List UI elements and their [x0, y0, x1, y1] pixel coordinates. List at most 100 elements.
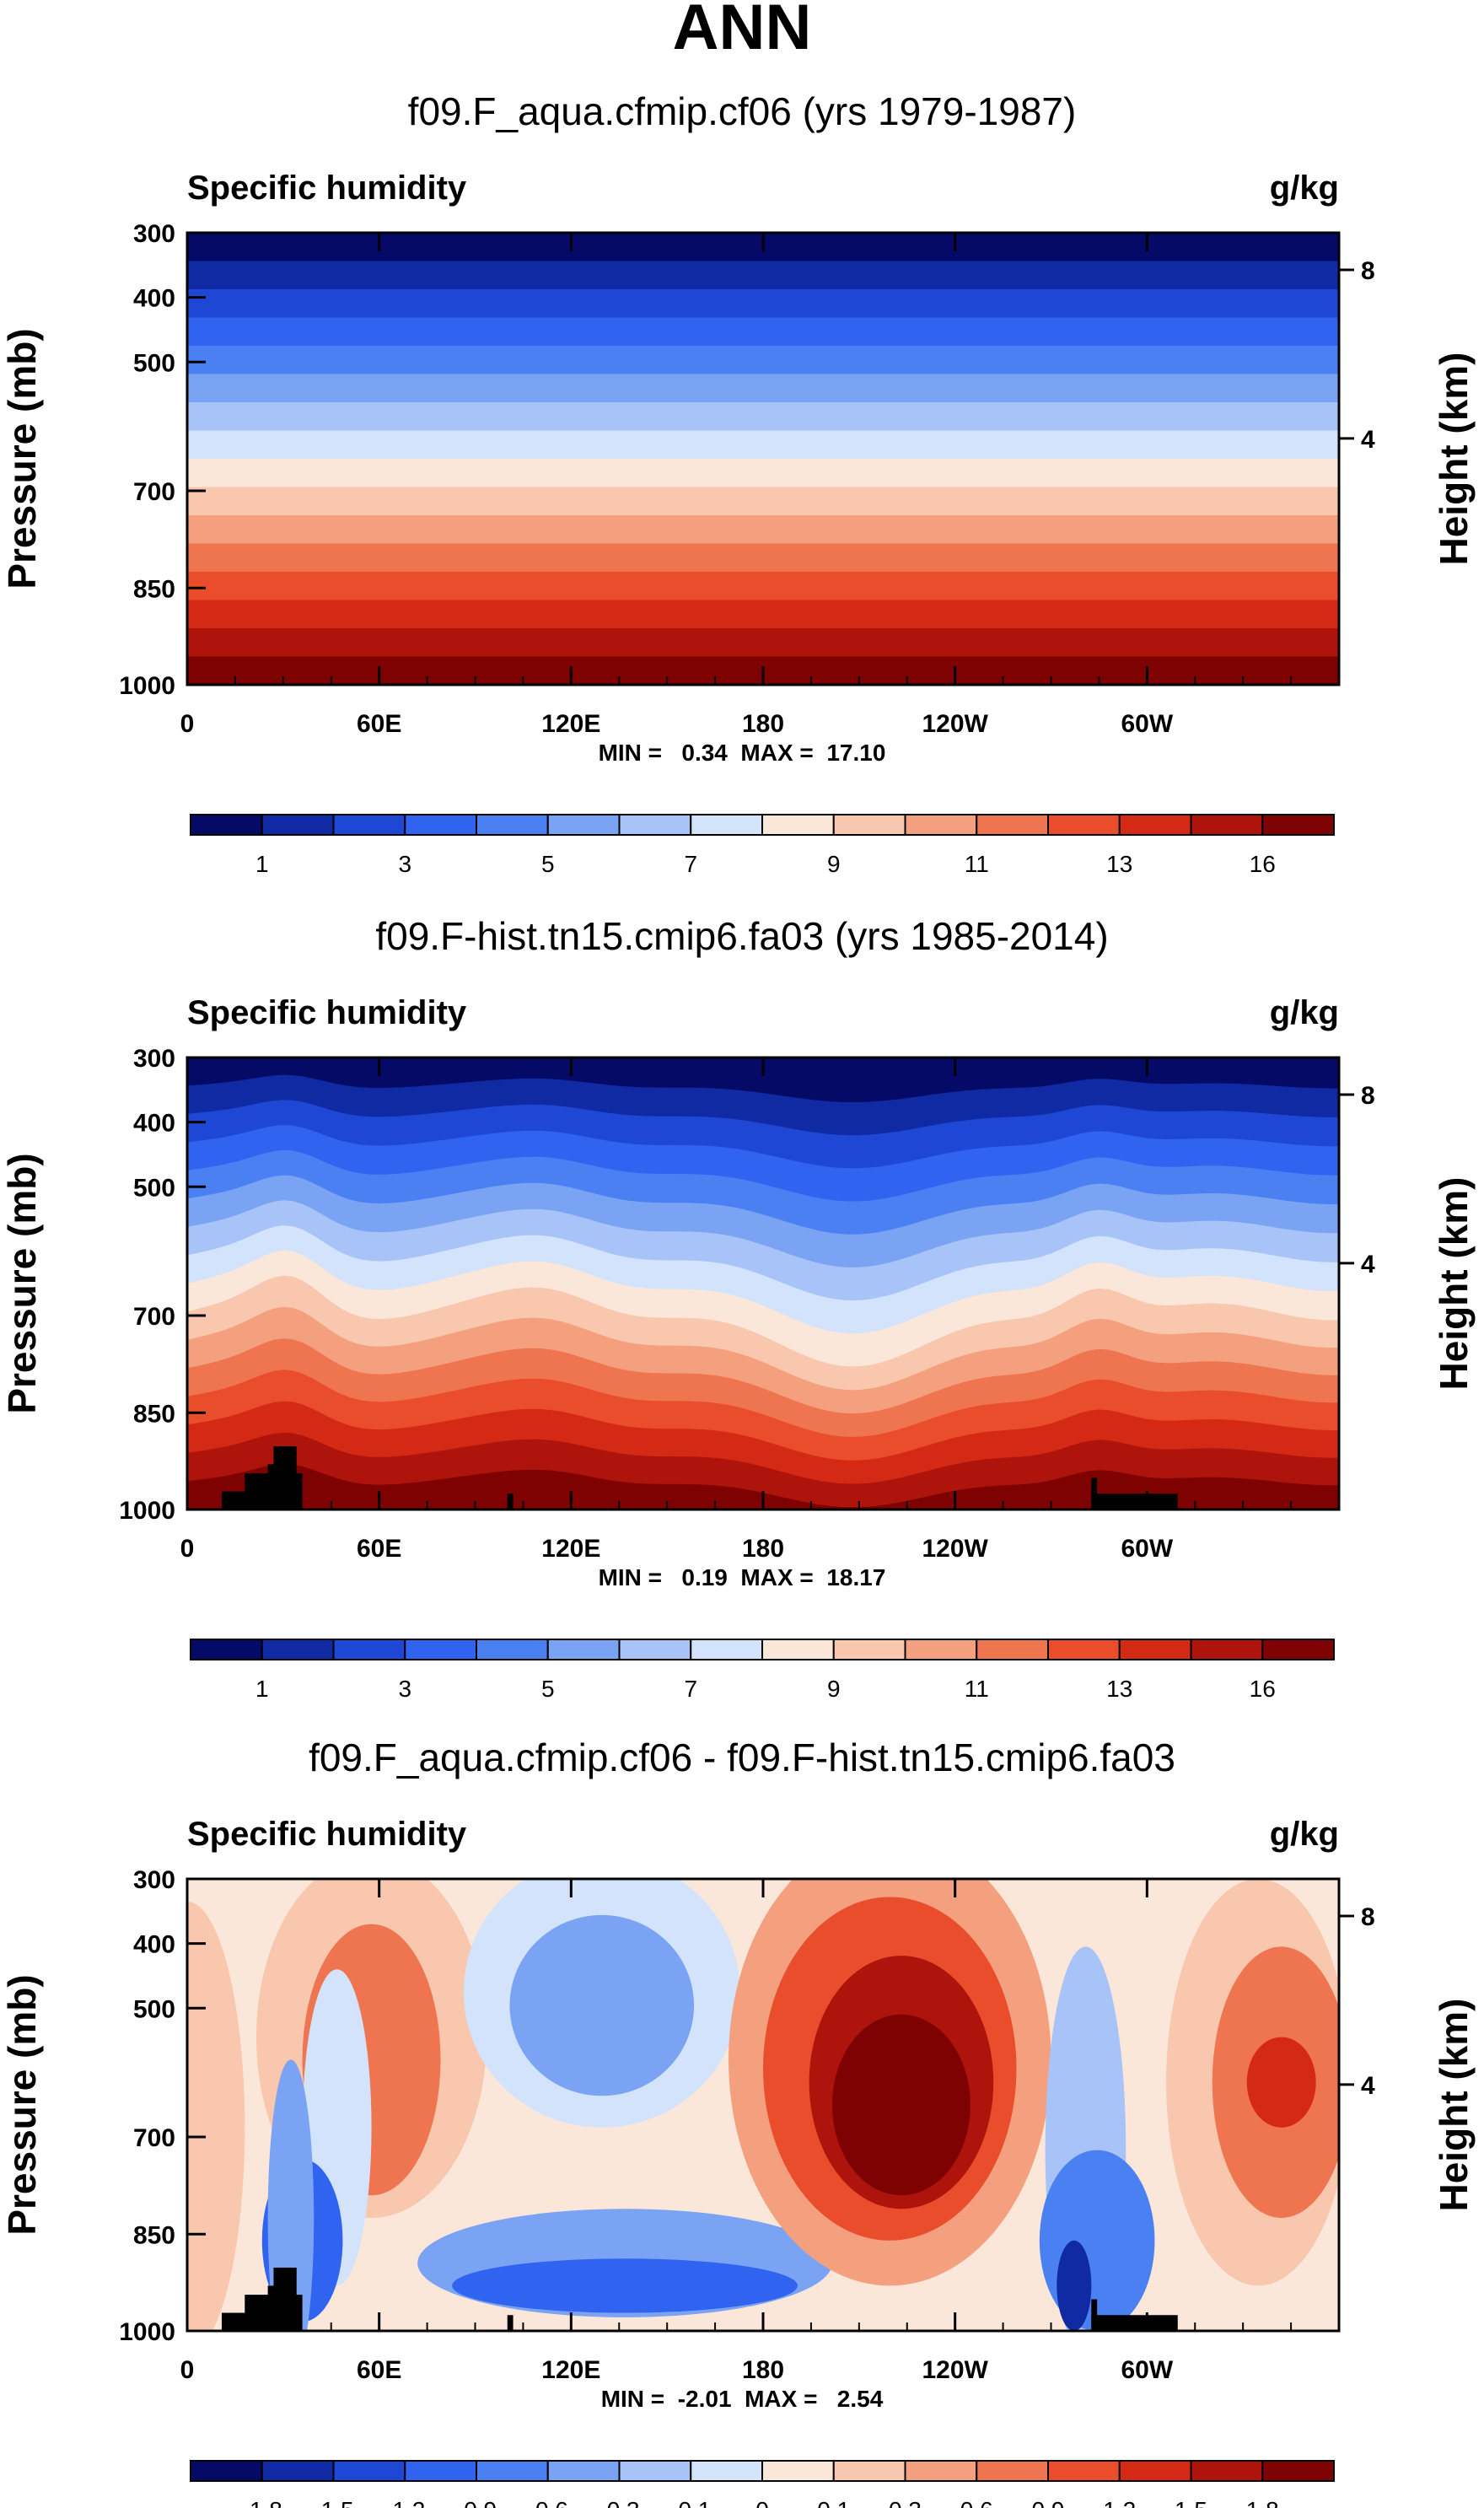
colorbar-swatch	[690, 814, 763, 836]
x-tick-label: 60W	[1121, 710, 1173, 738]
colorbar-swatch	[1047, 1639, 1121, 1660]
panel-title: f09.F-hist.tn15.cmip6.fa03 (yrs 1985-201…	[375, 914, 1108, 958]
topography	[1091, 2299, 1098, 2331]
x-tick-label: 120W	[922, 710, 988, 738]
colorbar-swatch	[761, 2460, 835, 2482]
y2-axis-label: Height (km)	[1432, 1999, 1476, 2212]
colorbar-swatch	[476, 814, 549, 836]
panel-title: f09.F_aqua.cfmip.cf06 (yrs 1979-1987)	[408, 89, 1077, 133]
contour-field	[187, 233, 1339, 685]
y2-tick-label: 4	[1361, 426, 1375, 454]
y-tick-label: 850	[133, 2221, 175, 2249]
colorbar-label: 5	[541, 1676, 555, 1702]
colorbar-swatch	[832, 2460, 906, 2482]
contour-band	[187, 459, 1339, 488]
colorbar-label: -0.1	[670, 2497, 711, 2508]
y-axis-label: Pressure (mb)	[0, 328, 44, 589]
x-tick-label: 120E	[541, 1535, 600, 1563]
colorbar: 1 3 5 7 9 11 13 16	[190, 814, 1335, 877]
variable-label: Specific humidity	[187, 994, 467, 1031]
contour-region	[1246, 2037, 1316, 2128]
colorbar-label: 13	[1106, 1676, 1132, 1702]
x-tick-label: 120W	[922, 2356, 988, 2384]
y-axis-label: Pressure (mb)	[0, 1153, 44, 1413]
x-tick-label: 0	[180, 1535, 195, 1563]
colorbar-swatch	[1190, 814, 1264, 836]
colorbar-swatch	[832, 1639, 906, 1660]
contour-field	[187, 1058, 1339, 1510]
colorbar-swatch	[1118, 2460, 1192, 2482]
colorbar-swatch	[190, 814, 263, 836]
min-max-stats: MIN = -2.01 MAX = 2.54	[601, 2386, 884, 2412]
colorbar-label: -1.2	[384, 2497, 425, 2508]
colorbar-label: 1	[255, 1676, 269, 1702]
x-tick-label: 60E	[357, 1535, 401, 1563]
colorbar-swatch	[976, 1639, 1049, 1660]
colorbar-swatch	[261, 814, 335, 836]
colorbar-swatch	[690, 1639, 763, 1660]
contour-field	[187, 1879, 1339, 2331]
y-tick-label: 400	[133, 1931, 175, 1959]
colorbar-label: -1.8	[242, 2497, 282, 2508]
units-label: g/kg	[1270, 994, 1339, 1031]
colorbar-swatch	[976, 2460, 1049, 2482]
colorbar-label: 0.3	[889, 2497, 922, 2508]
units-label: g/kg	[1270, 170, 1339, 207]
colorbar-swatch	[332, 814, 406, 836]
colorbar-swatch	[761, 1639, 835, 1660]
colorbar-label: 16	[1250, 1676, 1276, 1702]
y-tick-label: 1000	[119, 2318, 175, 2346]
colorbar-label: 1.8	[1246, 2497, 1279, 2508]
contour-band	[187, 430, 1339, 460]
y2-tick-label: 4	[1361, 2072, 1375, 2100]
y-tick-label: 850	[133, 575, 175, 603]
y2-axis-label: Height (km)	[1432, 353, 1476, 566]
topography	[273, 1445, 297, 1510]
contour-region	[267, 2059, 315, 2331]
colorbar-label: 1.5	[1175, 2497, 1207, 2508]
contour-band	[187, 600, 1339, 629]
y-tick-label: 400	[133, 285, 175, 313]
colorbar-label: 3	[398, 1676, 411, 1702]
colorbar-label: 9	[827, 851, 841, 877]
colorbar-swatch	[546, 814, 621, 836]
colorbar-swatch	[261, 1639, 335, 1660]
topography	[1091, 2315, 1178, 2331]
x-tick-label: 120E	[541, 710, 600, 738]
contour-band	[187, 1058, 1339, 1102]
contour-region	[1057, 2240, 1092, 2331]
colorbar-swatch	[1118, 1639, 1192, 1660]
panel-3: f09.F_aqua.cfmip.cf06 - f09.F-hist.tn15.…	[0, 1736, 1476, 2508]
colorbar: 1 3 5 7 9 11 13 16	[190, 1639, 1335, 1702]
y-tick-label: 700	[133, 1303, 175, 1331]
colorbar-label: 1.2	[1103, 2497, 1136, 2508]
colorbar-label: 0	[755, 2497, 769, 2508]
colorbar-swatch	[618, 814, 692, 836]
x-tick-label: 180	[742, 1535, 784, 1563]
contour-region	[831, 2014, 971, 2196]
min-max-stats: MIN = 0.19 MAX = 18.17	[599, 1564, 886, 1590]
x-tick-label: 60E	[357, 2356, 401, 2384]
contour-band	[187, 628, 1339, 658]
colorbar-label: 0.9	[1032, 2497, 1065, 2508]
colorbar: -1.8 -1.5 -1.2 -0.9 -0.6 -0.3 -0.1 0 0.1 0.3 0.6 0.…	[190, 2460, 1335, 2508]
x-tick-label: 120W	[922, 1535, 988, 1563]
y2-tick-label: 8	[1361, 257, 1375, 285]
figure-title: ANN	[673, 0, 812, 63]
y-tick-label: 500	[133, 349, 175, 377]
colorbar-swatch	[1118, 814, 1192, 836]
colorbar-label: -0.3	[599, 2497, 639, 2508]
x-tick-label: 120E	[541, 2356, 600, 2384]
colorbar-swatch	[1190, 2460, 1264, 2482]
x-tick-label: 60W	[1121, 2356, 1173, 2384]
contour-band	[187, 402, 1339, 432]
colorbar-swatch	[1047, 2460, 1121, 2482]
x-tick-label: 60W	[1121, 1535, 1173, 1563]
colorbar-label: 7	[684, 1676, 697, 1702]
y-tick-label: 300	[133, 1045, 175, 1073]
colorbar-swatch	[1261, 2460, 1335, 2482]
colorbar-label: -0.6	[528, 2497, 568, 2508]
colorbar-label: 5	[541, 851, 555, 877]
colorbar-label: -1.5	[313, 2497, 353, 2508]
colorbar-swatch	[546, 1639, 621, 1660]
